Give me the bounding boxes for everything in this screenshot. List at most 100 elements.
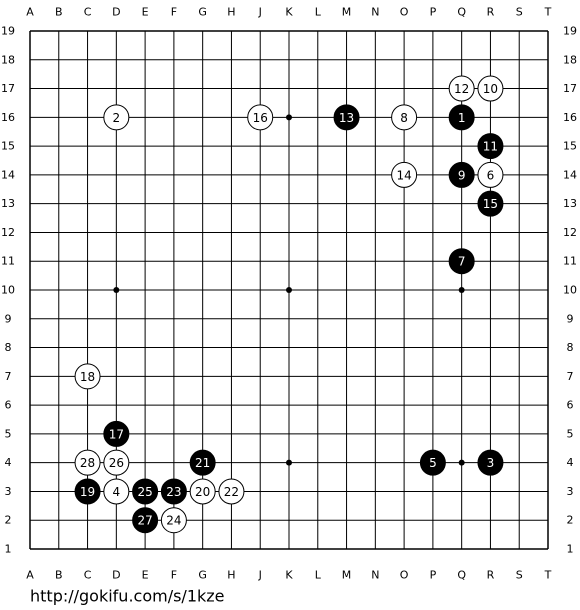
row-label: 8 xyxy=(567,341,574,354)
row-label: 9 xyxy=(5,312,12,325)
move-number: 5 xyxy=(429,456,437,470)
stone xyxy=(103,449,130,476)
column-label: L xyxy=(315,6,322,19)
move-number: 2 xyxy=(113,111,121,125)
column-label: E xyxy=(142,569,149,582)
column-label: T xyxy=(544,569,552,582)
star-point xyxy=(458,459,465,466)
move-number: 8 xyxy=(400,111,408,125)
stone xyxy=(333,104,360,131)
stone xyxy=(74,363,101,390)
stone xyxy=(160,507,187,534)
row-label: 18 xyxy=(563,53,577,66)
row-label: 1 xyxy=(567,543,574,556)
move-number: 11 xyxy=(483,140,498,154)
column-label: K xyxy=(285,6,293,19)
row-label: 5 xyxy=(567,427,574,440)
stone xyxy=(477,449,504,476)
move-number: 13 xyxy=(339,111,354,125)
row-label: 6 xyxy=(5,399,12,412)
stone xyxy=(448,75,475,102)
row-label: 4 xyxy=(567,456,574,469)
move-number: 10 xyxy=(483,82,498,96)
move-number: 9 xyxy=(458,168,466,182)
column-label: M xyxy=(342,569,352,582)
stone xyxy=(448,104,475,131)
row-label: 11 xyxy=(1,255,15,268)
column-label: E xyxy=(142,6,149,19)
column-label: S xyxy=(516,569,523,582)
row-label: 17 xyxy=(1,82,15,95)
move-number: 19 xyxy=(80,485,95,499)
stone xyxy=(74,449,101,476)
column-label: H xyxy=(227,569,235,582)
stone xyxy=(477,133,504,160)
move-number: 28 xyxy=(80,456,95,470)
stone xyxy=(218,478,245,505)
column-label: C xyxy=(84,569,92,582)
stone xyxy=(391,104,418,131)
row-label: 18 xyxy=(1,53,15,66)
row-label: 3 xyxy=(567,485,574,498)
move-number: 6 xyxy=(487,168,495,182)
row-label: 2 xyxy=(5,514,12,527)
stone xyxy=(477,161,504,188)
column-label: B xyxy=(55,569,63,582)
column-label: G xyxy=(198,6,207,19)
move-number: 17 xyxy=(109,427,124,441)
column-label: C xyxy=(84,6,92,19)
row-label: 12 xyxy=(563,226,577,239)
row-label: 7 xyxy=(5,370,12,383)
row-label: 13 xyxy=(563,197,577,210)
stone xyxy=(419,449,446,476)
row-label: 3 xyxy=(5,485,12,498)
move-number: 20 xyxy=(195,485,210,499)
move-number: 7 xyxy=(458,255,466,269)
row-label: 10 xyxy=(1,284,15,297)
stone xyxy=(103,420,130,447)
star-point xyxy=(113,287,120,293)
column-label: K xyxy=(285,569,293,582)
column-label: B xyxy=(55,6,63,19)
row-label: 9 xyxy=(567,312,574,325)
star-point xyxy=(286,459,292,466)
row-label: 16 xyxy=(1,111,15,124)
row-label: 8 xyxy=(5,341,12,354)
move-number: 27 xyxy=(137,514,152,528)
row-label: 12 xyxy=(1,226,15,239)
row-label: 17 xyxy=(563,82,577,95)
row-label: 13 xyxy=(1,197,15,210)
move-number: 15 xyxy=(483,197,498,211)
star-point xyxy=(286,114,292,121)
stone xyxy=(74,478,101,505)
move-number: 18 xyxy=(80,370,95,384)
column-label: P xyxy=(430,569,437,582)
column-label: H xyxy=(227,6,235,19)
row-label: 10 xyxy=(563,284,577,297)
row-label: 1 xyxy=(5,543,12,556)
grid xyxy=(29,30,549,550)
column-label: M xyxy=(342,6,352,19)
row-label: 16 xyxy=(563,111,577,124)
row-label: 2 xyxy=(567,514,574,527)
move-number: 3 xyxy=(487,456,495,470)
row-label: 15 xyxy=(563,140,577,153)
column-label: D xyxy=(112,569,120,582)
source-url: http://gokifu.com/s/1kze xyxy=(30,587,225,606)
stone xyxy=(477,190,504,217)
column-label: N xyxy=(371,569,379,582)
move-number: 1 xyxy=(458,111,466,125)
stone xyxy=(103,478,130,505)
stone xyxy=(103,104,130,131)
column-label: F xyxy=(171,6,177,19)
row-label: 4 xyxy=(5,456,12,469)
coordinates: AABBCCDDEEFFGGHHJJKKLLMMNNOOPPQQRRSSTT19… xyxy=(1,6,577,582)
move-number: 23 xyxy=(166,485,181,499)
row-label: 6 xyxy=(567,399,574,412)
row-label: 19 xyxy=(1,25,15,38)
stone xyxy=(132,478,159,505)
column-label: D xyxy=(112,6,120,19)
